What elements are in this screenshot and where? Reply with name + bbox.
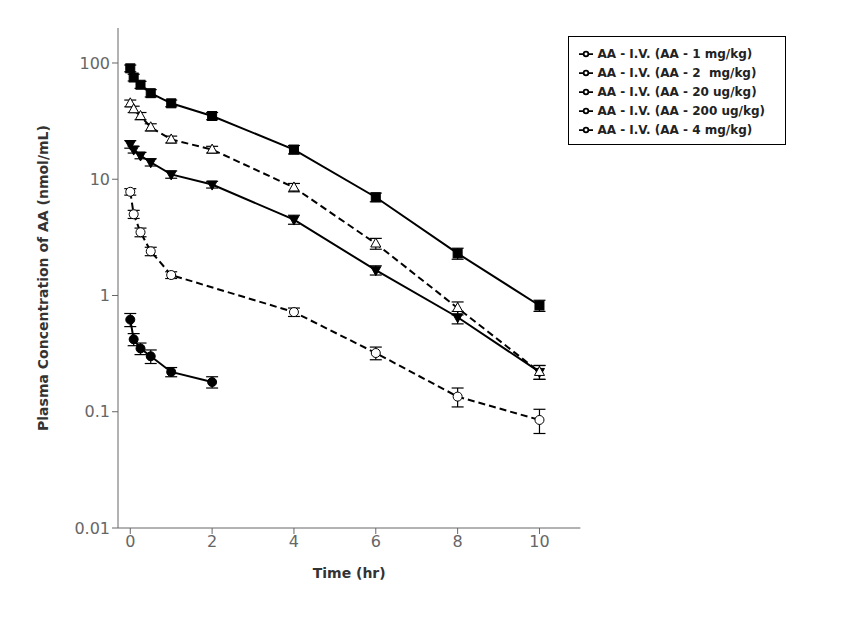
svg-text:0.01: 0.01 [74, 519, 110, 538]
html-text:AA - I.V. (AA - 200 ug/kg): AA - I.V. (AA - 200 ug/kg) [597, 104, 765, 118]
svg-text:10: 10 [90, 170, 110, 189]
svg-text:6: 6 [371, 532, 381, 551]
svg-text:4: 4 [289, 532, 299, 551]
html-text:AA - I.V. (AA - 1 mg/kg): AA - I.V. (AA - 1 mg/kg) [597, 47, 753, 61]
svg-text:10: 10 [529, 532, 549, 551]
svg-text:8: 8 [453, 532, 463, 551]
svg-text:1: 1 [100, 286, 110, 305]
svg-text:100: 100 [79, 54, 110, 73]
svg-text:Time (hr): Time (hr) [313, 565, 386, 581]
svg-text:Plasma Concentration of AA (nm: Plasma Concentration of AA (nmol/mL) [35, 125, 51, 431]
svg-text:0: 0 [125, 532, 135, 551]
html-text:AA - I.V. (AA - 4 mg/kg): AA - I.V. (AA - 4 mg/kg) [597, 123, 753, 137]
html-text:AA - I.V. (AA - 20 ug/kg): AA - I.V. (AA - 20 ug/kg) [597, 85, 757, 99]
html-text:AA - I.V. (AA - 2 mg/kg): AA - I.V. (AA - 2 mg/kg) [597, 66, 757, 80]
svg-text:0.1: 0.1 [85, 402, 110, 421]
svg-text:2: 2 [207, 532, 217, 551]
